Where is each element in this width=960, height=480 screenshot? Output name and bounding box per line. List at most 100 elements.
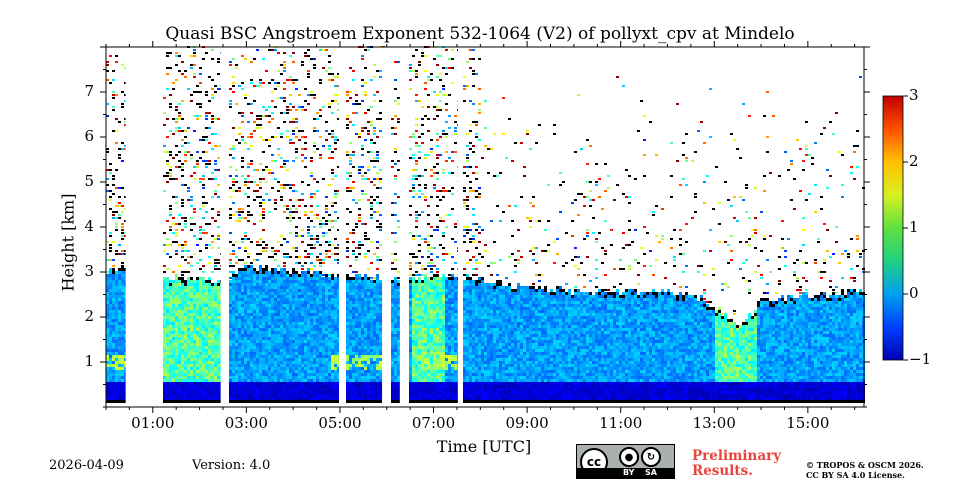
heatmap-cell — [112, 307, 115, 310]
heatmap-cell — [409, 352, 412, 355]
heatmap-cell — [334, 337, 337, 340]
heatmap-cell — [352, 322, 355, 325]
heatmap-cell — [370, 319, 373, 322]
heatmap-cell — [274, 280, 277, 283]
heatmap-cell — [364, 127, 367, 129]
heatmap-cell — [328, 286, 331, 289]
heatmap-cell — [370, 394, 373, 397]
heatmap-cell — [289, 340, 292, 343]
heatmap-cell — [268, 199, 271, 201]
heatmap-cell — [298, 382, 301, 385]
heatmap-cell — [196, 322, 199, 325]
heatmap-cell — [169, 175, 172, 177]
heatmap-cell — [265, 388, 268, 391]
heatmap-cell — [334, 76, 337, 78]
heatmap-cell — [253, 169, 256, 171]
heatmap-cell — [289, 109, 292, 111]
heatmap-cell — [289, 211, 292, 213]
heatmap-cell — [331, 292, 334, 295]
heatmap-cell — [196, 307, 199, 310]
heatmap-cell — [196, 277, 199, 280]
heatmap-cell — [172, 298, 175, 301]
heatmap-cell — [397, 346, 400, 349]
heatmap-cell — [238, 364, 241, 367]
heatmap-cell — [163, 175, 166, 177]
heatmap-cell — [280, 346, 283, 349]
heatmap-cell — [271, 91, 274, 93]
heatmap-cell — [262, 367, 265, 370]
heatmap-cell — [334, 385, 337, 388]
heatmap-cell — [202, 334, 205, 337]
heatmap-cell — [229, 298, 232, 301]
heatmap-cell — [370, 298, 373, 301]
heatmap-cell — [319, 157, 322, 159]
heatmap-cell — [277, 313, 280, 316]
heatmap-cell — [319, 358, 322, 361]
heatmap-cell — [184, 271, 187, 273]
heatmap-cell — [301, 319, 304, 322]
heatmap-cell — [322, 325, 325, 328]
heatmap-cell — [199, 367, 202, 370]
heatmap-cell — [262, 250, 265, 252]
heatmap-cell — [211, 286, 214, 289]
heatmap-cell — [331, 178, 334, 180]
heatmap-cell — [256, 385, 259, 388]
heatmap-cell — [358, 382, 361, 385]
heatmap-cell — [307, 316, 310, 319]
heatmap-cell — [262, 319, 265, 322]
heatmap-cell — [292, 307, 295, 310]
heatmap-cell — [247, 136, 250, 138]
heatmap-cell — [415, 292, 418, 295]
heatmap-cell — [244, 193, 247, 195]
heatmap-cell — [304, 142, 307, 144]
heatmap-cell — [319, 286, 322, 289]
heatmap-cell — [109, 169, 112, 171]
heatmap-cell — [175, 295, 178, 298]
heatmap-cell — [319, 397, 322, 400]
heatmap-cell — [193, 52, 196, 54]
heatmap-cell — [262, 388, 265, 391]
heatmap-cell — [178, 103, 181, 105]
heatmap-cell — [205, 349, 208, 352]
heatmap-cell — [334, 400, 337, 403]
heatmap-cell — [184, 340, 187, 343]
heatmap-cell — [307, 307, 310, 310]
heatmap-cell — [217, 295, 220, 298]
heatmap-cell — [118, 376, 121, 379]
heatmap-cell — [217, 337, 220, 340]
heatmap-cell — [106, 367, 109, 370]
heatmap-cell — [250, 313, 253, 316]
heatmap-cell — [316, 349, 319, 352]
heatmap-cell — [376, 319, 379, 322]
heatmap-cell — [352, 373, 355, 376]
heatmap-cell — [322, 145, 325, 147]
heatmap-cell — [295, 322, 298, 325]
heatmap-cell — [262, 139, 265, 141]
heatmap-cell — [394, 385, 397, 388]
heatmap-cell — [202, 307, 205, 310]
heatmap-cell — [415, 274, 418, 276]
heatmap-cell — [175, 178, 178, 180]
heatmap-cell — [184, 316, 187, 319]
heatmap-cell — [259, 214, 262, 216]
heatmap-cell — [280, 319, 283, 322]
heatmap-cell — [211, 346, 214, 349]
heatmap-cell — [118, 325, 121, 328]
heatmap-cell — [328, 304, 331, 307]
heatmap-cell — [334, 310, 337, 313]
heatmap-cell — [265, 385, 268, 388]
heatmap-cell — [112, 340, 115, 343]
heatmap-cell — [265, 250, 268, 252]
heatmap-cell — [337, 277, 340, 280]
heatmap-cell — [247, 268, 250, 271]
heatmap-cell — [355, 340, 358, 343]
heatmap-cell — [394, 232, 397, 234]
heatmap-cell — [301, 340, 304, 343]
heatmap-cell — [265, 343, 268, 346]
heatmap-cell — [214, 358, 217, 361]
heatmap-cell — [367, 316, 370, 319]
heatmap-cell — [316, 382, 319, 385]
heatmap-cell — [319, 109, 322, 111]
heatmap-cell — [259, 289, 262, 292]
heatmap-cell — [244, 394, 247, 397]
